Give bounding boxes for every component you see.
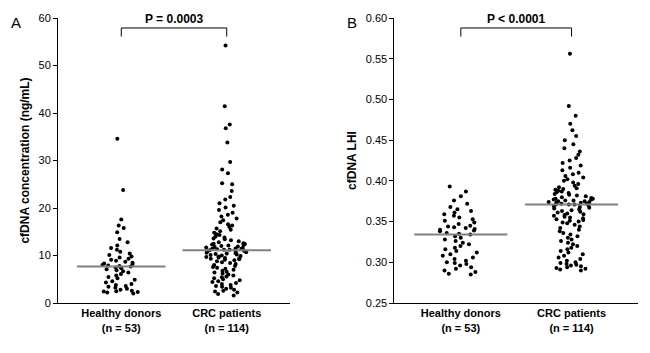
- svg-text:0: 0: [45, 297, 51, 309]
- svg-text:Healthy donors(n = 53): Healthy donors(n = 53): [421, 307, 501, 333]
- svg-text:60: 60: [39, 12, 51, 24]
- svg-text:CRC patients(n = 114): CRC patients(n = 114): [192, 307, 261, 333]
- svg-text:0.25: 0.25: [366, 297, 387, 309]
- svg-text:50: 50: [39, 59, 51, 71]
- svg-text:0.40: 0.40: [366, 175, 387, 187]
- svg-text:0.35: 0.35: [366, 215, 387, 227]
- svg-text:0.30: 0.30: [366, 256, 387, 268]
- svg-text:0.55: 0.55: [366, 53, 387, 65]
- svg-text:0.60: 0.60: [366, 12, 387, 24]
- svg-text:0.50: 0.50: [366, 93, 387, 105]
- svg-text:10: 10: [39, 249, 51, 261]
- svg-text:cfDNA concentration (ng/mL): cfDNA concentration (ng/mL): [18, 77, 32, 243]
- svg-text:30: 30: [39, 154, 51, 166]
- svg-text:A: A: [11, 14, 21, 31]
- svg-text:20: 20: [39, 202, 51, 214]
- svg-text:P = 0.0003: P = 0.0003: [145, 12, 203, 26]
- svg-text:CRC patients(n = 114): CRC patients(n = 114): [537, 307, 606, 333]
- svg-text:40: 40: [39, 107, 51, 119]
- svg-text:P < 0.0001: P < 0.0001: [487, 12, 545, 26]
- svg-text:Healthy donors(n = 53): Healthy donors(n = 53): [81, 307, 161, 333]
- svg-text:B: B: [347, 14, 357, 31]
- svg-text:0.45: 0.45: [366, 134, 387, 146]
- svg-text:cfDNA LHI: cfDNA LHI: [345, 131, 359, 190]
